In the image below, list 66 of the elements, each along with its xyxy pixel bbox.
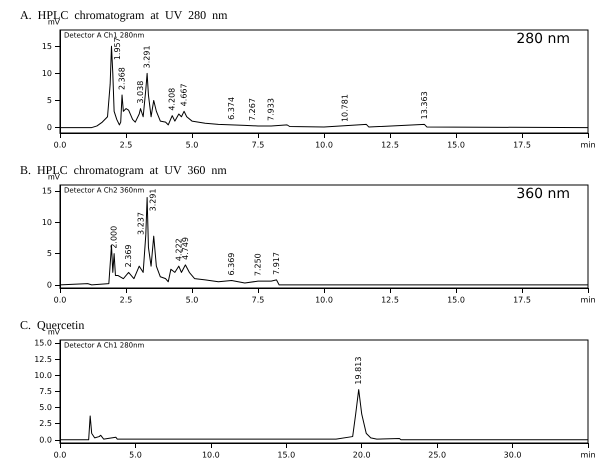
annotation: 2.000 <box>110 226 119 249</box>
annotation: 4.749 <box>180 236 190 260</box>
y-tick-label: 0 <box>46 280 52 290</box>
annotation: 280 nm <box>516 31 570 47</box>
x-tick-label: 0.0 <box>54 296 66 304</box>
x-tick-label: 30.0 <box>504 450 522 460</box>
annotation: 13.363 <box>420 91 429 120</box>
x-tick-label: 17.5 <box>513 140 531 150</box>
y-tick-label: 12.5 <box>34 354 52 364</box>
annotation: 2.368 <box>118 67 127 90</box>
y-tick-label: 10 <box>42 218 52 227</box>
x-tick-label: 5.0 <box>129 450 142 460</box>
annotation: 4.667 <box>180 83 189 106</box>
x-tick-label: 7.5 <box>252 140 264 150</box>
annotation: 7.267 <box>248 98 258 121</box>
annotation: 19.813 <box>354 356 364 385</box>
y-tick-label: 5 <box>46 249 52 258</box>
x-tick-label: 12.5 <box>381 296 399 304</box>
annotation: 3.038 <box>136 80 146 104</box>
x-tick-label: 5.0 <box>186 140 198 150</box>
x-tick-label: 2.5 <box>120 296 132 304</box>
y-tick-label: 10.0 <box>34 370 52 380</box>
annotation: 3.237 <box>136 212 146 235</box>
y-tick-label: 7.5 <box>39 387 52 396</box>
x-tick-label: 15.0 <box>447 296 465 304</box>
annotation: 10.781 <box>340 94 350 122</box>
x-tick-label: 7.5 <box>252 296 264 304</box>
y-tick-label: 5.0 <box>39 403 52 412</box>
y-tick-label: 15.0 <box>34 338 52 348</box>
x-tick-label: min <box>580 296 596 304</box>
annotation: 4.222 <box>174 238 184 262</box>
x-tick-label: 17.5 <box>513 296 531 304</box>
annotation: 4.208 <box>168 88 177 111</box>
x-tick-label: 10.0 <box>315 140 333 150</box>
annotation: 7.917 <box>272 252 281 275</box>
x-tick-label: 0.0 <box>54 140 66 150</box>
x-tick-label: 12.5 <box>381 140 399 150</box>
x-tick-label: 5.0 <box>186 296 198 304</box>
y-tick-label: 0.0 <box>39 435 52 444</box>
x-tick-label: 10.0 <box>315 296 333 304</box>
x-tick-label: 20.0 <box>352 450 371 460</box>
annotation: 6.374 <box>227 96 236 120</box>
y-tick-label: 2.5 <box>39 419 52 428</box>
y-tick-label: 0 <box>46 123 52 132</box>
annotation: 3.291 <box>142 45 152 68</box>
x-tick-label: min <box>580 140 596 150</box>
y-tick-label: 10 <box>42 68 52 78</box>
annotation: 2.369 <box>124 244 134 268</box>
x-tick-label: min <box>580 450 596 460</box>
x-tick-label: 0.0 <box>54 450 66 460</box>
x-tick-label: 10.0 <box>202 450 220 460</box>
x-tick-label: 2.5 <box>120 140 132 150</box>
x-tick-label: 15.0 <box>277 450 296 460</box>
y-tick-label: 5 <box>46 96 52 105</box>
y-axis-title: mV <box>48 18 61 26</box>
annotation: 6.369 <box>227 252 236 276</box>
annotation: 3.291 <box>148 188 158 212</box>
annotation: 360 nm <box>516 186 570 202</box>
x-tick-label: 15.0 <box>447 140 465 150</box>
annotation: 7.250 <box>254 253 262 276</box>
y-axis-title: mV <box>48 172 61 182</box>
annotation: 1.957 <box>112 37 122 60</box>
x-tick-label: 25.0 <box>428 450 446 460</box>
y-tick-label: 15 <box>42 186 52 196</box>
y-tick-label: 15 <box>42 42 52 51</box>
annotation: 7.933 <box>266 98 276 121</box>
